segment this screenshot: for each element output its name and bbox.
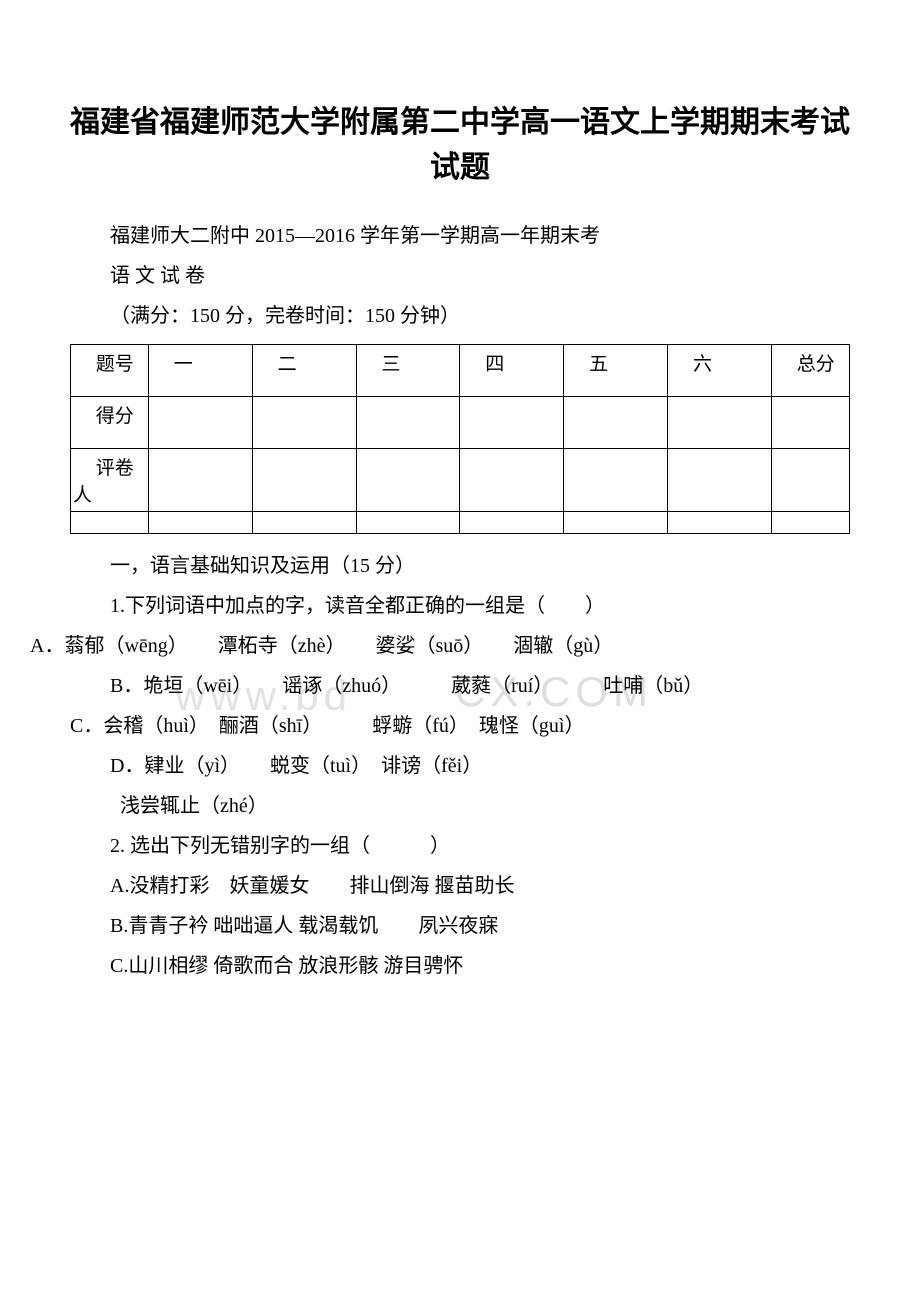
cell — [149, 512, 253, 534]
cell — [772, 397, 850, 449]
section-1-heading: 一，语言基础知识及运用（15 分） — [70, 546, 850, 586]
cell-col2: 二 — [252, 345, 356, 397]
table-row-grader: 评卷人 — [71, 449, 850, 512]
cell — [564, 449, 668, 512]
exam-subtitle: 福建师大二附中 2015—2016 学年第一学期高一年期末考 — [70, 216, 850, 256]
cell — [460, 449, 564, 512]
table-row-score: 得分 — [71, 397, 850, 449]
exam-meta: （满分：150 分，完卷时间：150 分钟） — [70, 296, 850, 336]
cell — [668, 397, 772, 449]
cell-col4: 四 — [460, 345, 564, 397]
cell — [564, 397, 668, 449]
cell — [252, 512, 356, 534]
cell — [149, 397, 253, 449]
cell-col6: 六 — [668, 345, 772, 397]
cell-pingjuanren: 评卷人 — [71, 449, 149, 512]
page-title: 福建省福建师范大学附属第二中学高一语文上学期期末考试试题 — [70, 100, 850, 190]
cell — [772, 512, 850, 534]
cell-defen: 得分 — [71, 397, 149, 449]
cell-total: 总分 — [772, 345, 850, 397]
cell — [356, 449, 460, 512]
q2-option-c: C.山川相缪 倚歌而合 放浪形骸 游目骋怀 — [70, 946, 850, 986]
q1-option-d-cont: 浅尝辄止（zhé） — [70, 786, 850, 826]
cell — [564, 512, 668, 534]
q1-option-d: D．肄业（yì） 蜕变（tuì） 诽谤（fěi） — [70, 746, 850, 786]
q1-option-c: C．会稽（huì） 酾酒（shī） 蜉蝣（fú） 瑰怪（guì） — [70, 706, 850, 746]
cell — [252, 397, 356, 449]
cell — [668, 512, 772, 534]
q1-option-b: B．垝垣（wēi） 谣诼（zhuó） 葳蕤（ruí） 吐哺（bǔ） — [70, 666, 850, 706]
q2-option-a: A.没精打彩 妖童媛女 排山倒海 揠苗助长 — [70, 866, 850, 906]
cell-col1: 一 — [149, 345, 253, 397]
cell — [668, 449, 772, 512]
q2-option-b: B.青青子衿 咄咄逼人 载渴载饥 夙兴夜寐 — [70, 906, 850, 946]
table-row-header: 题号 一 二 三 四 五 六 总分 — [71, 345, 850, 397]
cell — [356, 512, 460, 534]
cell-col5: 五 — [564, 345, 668, 397]
exam-subject: 语 文 试 卷 — [70, 256, 850, 296]
q1-stem: 1.下列词语中加点的字，读音全都正确的一组是（ ） — [70, 586, 850, 626]
q1-option-a: A．蓊郁（wēng） 潭柘寺（zhè） 婆娑（suō） 涸辙（gù） — [70, 626, 850, 666]
cell — [252, 449, 356, 512]
q2-stem: 2. 选出下列无错别字的一组（ ） — [70, 826, 850, 866]
cell — [71, 512, 149, 534]
cell — [460, 397, 564, 449]
table-row-blank — [71, 512, 850, 534]
cell — [356, 397, 460, 449]
cell — [772, 449, 850, 512]
cell — [460, 512, 564, 534]
document-body: 福建省福建师范大学附属第二中学高一语文上学期期末考试试题 福建师大二附中 201… — [70, 100, 850, 986]
score-table: 题号 一 二 三 四 五 六 总分 得分 评卷人 — [70, 344, 850, 534]
cell-tihao: 题号 — [71, 345, 149, 397]
cell-col3: 三 — [356, 345, 460, 397]
cell — [149, 449, 253, 512]
